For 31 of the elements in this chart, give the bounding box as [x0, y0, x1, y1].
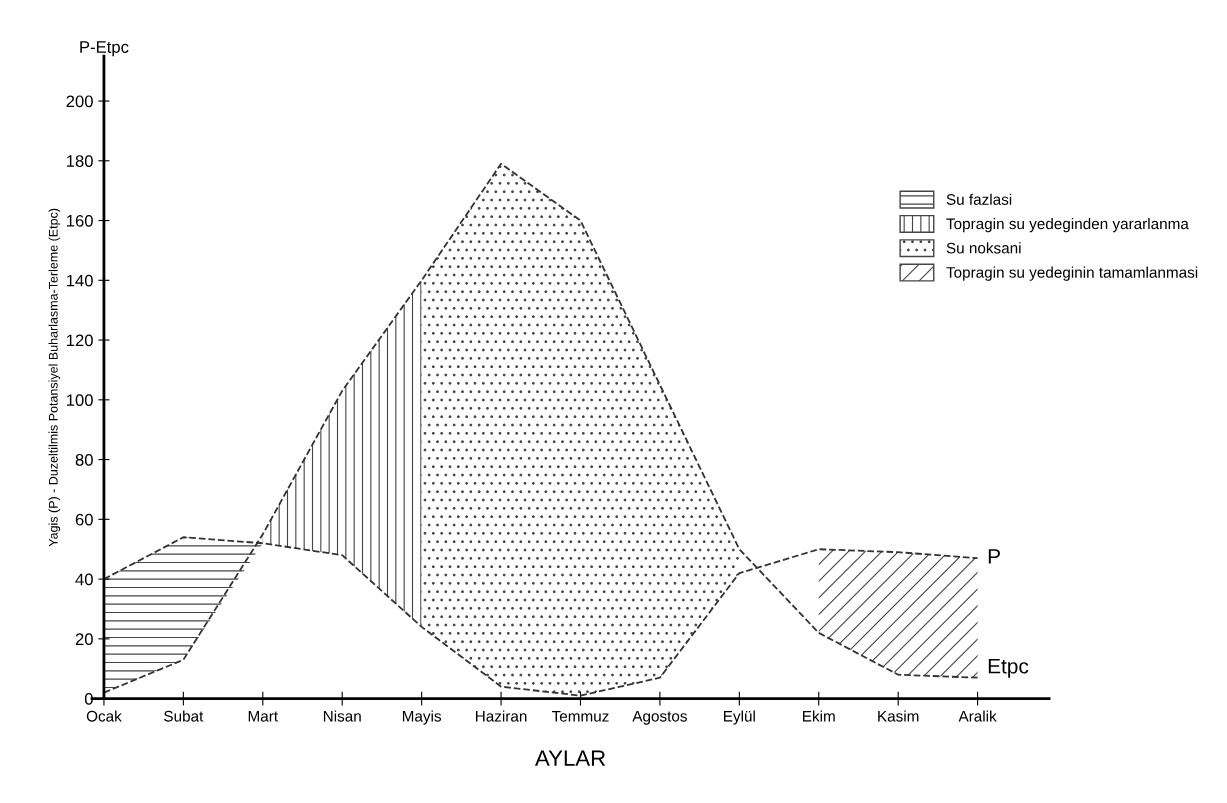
y-tick-label: 180 [66, 155, 93, 167]
y-tick-label: 140 [66, 274, 93, 287]
text: P-Etpc [80, 41, 129, 57]
x-tick-label: Kasim [878, 710, 919, 722]
legend-label: Su noksani [946, 242, 1021, 254]
y-tick-label: 120 [66, 334, 93, 347]
series-label: Etpc [988, 659, 1029, 678]
y-tick-label: 80 [75, 453, 93, 466]
x-tick-label: Haziran [475, 710, 527, 722]
y-tick-label: 60 [75, 513, 93, 526]
y-axis-title: Yagis (P) - Duzeltilmis Potansiyel Buharlasma-Terleme (Etpc) [48, 208, 61, 547]
y-tick-label: 40 [75, 573, 93, 586]
x-tick-label: Temmuz [551, 710, 609, 722]
x-tick-label: Ekim [803, 710, 835, 722]
x-tick-label: Eylül [724, 710, 755, 725]
y-tick-label: 160 [66, 214, 93, 227]
x-tick-label: Aralik [958, 710, 997, 722]
legend-label: Su fazlasi [946, 193, 1012, 205]
y-tick-label: 100 [66, 394, 93, 407]
x-tick-label: Subat [164, 710, 204, 722]
x-tick-label: Ocak [86, 710, 122, 722]
x-tick-label: Mart [248, 710, 278, 722]
legend-label: Topragin su yedeginden yararlanma [946, 217, 1189, 233]
x-tick-label: Nisan [323, 710, 361, 722]
x-tick-label: Mayis [402, 710, 442, 725]
legend-label: Topragin su yedeginin tamamlanmasi [946, 266, 1198, 281]
y-tick-label: 20 [75, 633, 93, 646]
y-tick-label: 200 [66, 95, 93, 108]
x-tick-label: Agostos [632, 710, 687, 725]
series-label: P [988, 549, 1000, 564]
x-axis-title: AYLAR [534, 750, 606, 766]
